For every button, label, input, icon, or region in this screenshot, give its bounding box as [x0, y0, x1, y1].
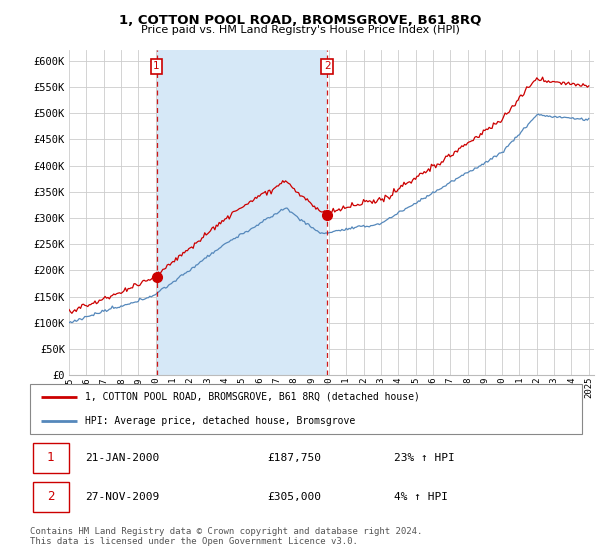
Text: Price paid vs. HM Land Registry's House Price Index (HPI): Price paid vs. HM Land Registry's House … — [140, 25, 460, 35]
Text: 1, COTTON POOL ROAD, BROMSGROVE, B61 8RQ (detached house): 1, COTTON POOL ROAD, BROMSGROVE, B61 8RQ… — [85, 391, 420, 402]
FancyBboxPatch shape — [33, 482, 68, 512]
Text: 21-JAN-2000: 21-JAN-2000 — [85, 453, 160, 463]
FancyBboxPatch shape — [30, 384, 582, 434]
Bar — [157, 50, 327, 375]
Text: 1: 1 — [47, 451, 54, 464]
Text: 1, COTTON POOL ROAD, BROMSGROVE, B61 8RQ: 1, COTTON POOL ROAD, BROMSGROVE, B61 8RQ — [119, 14, 481, 27]
Text: £187,750: £187,750 — [268, 453, 322, 463]
Text: 2: 2 — [324, 61, 331, 71]
Text: 1: 1 — [153, 61, 160, 71]
Text: 2: 2 — [47, 491, 54, 503]
FancyBboxPatch shape — [33, 442, 68, 473]
Text: Contains HM Land Registry data © Crown copyright and database right 2024.
This d: Contains HM Land Registry data © Crown c… — [30, 526, 422, 546]
Text: 23% ↑ HPI: 23% ↑ HPI — [394, 453, 455, 463]
Text: 4% ↑ HPI: 4% ↑ HPI — [394, 492, 448, 502]
Text: HPI: Average price, detached house, Bromsgrove: HPI: Average price, detached house, Brom… — [85, 416, 355, 426]
Text: £305,000: £305,000 — [268, 492, 322, 502]
Text: 27-NOV-2009: 27-NOV-2009 — [85, 492, 160, 502]
